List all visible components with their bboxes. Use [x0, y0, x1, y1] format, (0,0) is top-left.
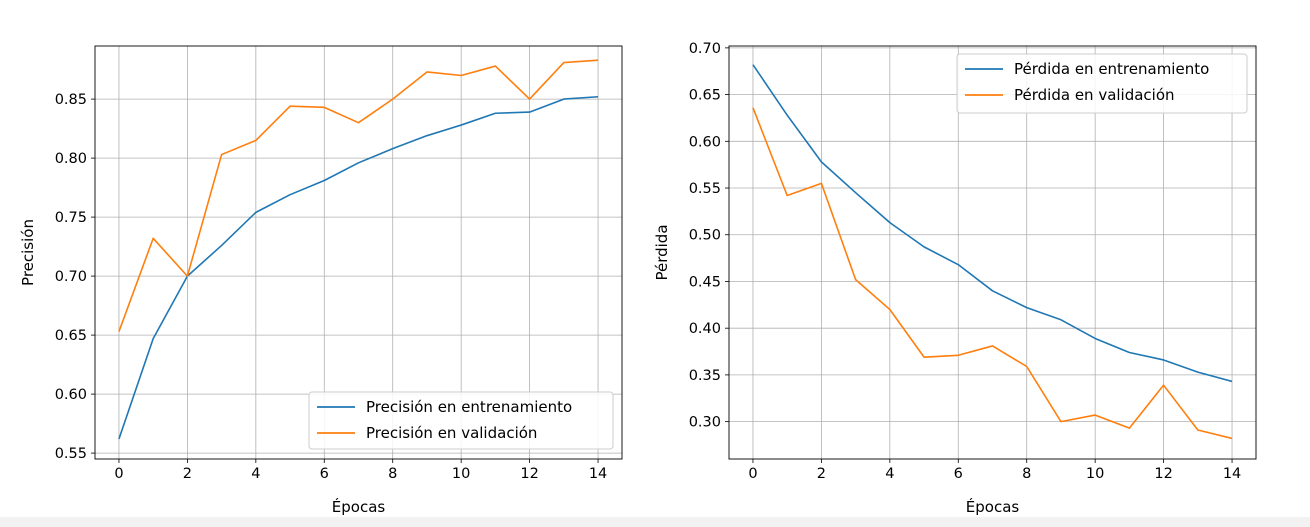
- x-tick-label: 6: [320, 466, 329, 482]
- y-axis-label: Pérdida: [653, 224, 671, 280]
- x-tick-label: 12: [1154, 466, 1172, 482]
- x-tick-label: 14: [589, 466, 607, 482]
- x-tick-label: 10: [1086, 466, 1104, 482]
- y-tick-label: 0.55: [689, 181, 721, 197]
- x-tick-label: 2: [183, 466, 192, 482]
- y-tick-label: 0.65: [55, 328, 87, 344]
- x-axis-label: Épocas: [332, 497, 386, 516]
- x-tick-label: 4: [251, 466, 260, 482]
- legend-label-2: Pérdida en validación: [1014, 86, 1175, 104]
- y-tick-label: 0.80: [55, 151, 87, 167]
- y-tick-label: 0.70: [55, 269, 87, 285]
- x-tick-label: 8: [1022, 466, 1031, 482]
- y-tick-label: 0.40: [689, 321, 721, 337]
- y-tick-label: 0.55: [55, 446, 87, 462]
- chart-2: 0 2 4 6 8 10 12 14 0.30 0.35 0.40 0.45 0.50 0.55 0.60 0…: [653, 41, 1257, 516]
- chart-1: 0 2 4 6 8 10 12 14 0.55 0.60 0.65 0.70 0.75 0.80 0.85 É…: [19, 45, 623, 516]
- x-tick-label: 8: [388, 466, 397, 482]
- x-tick-label: 4: [885, 466, 894, 482]
- y-tick-label: 0.50: [689, 228, 721, 244]
- y-axis-label: Precisión: [19, 219, 37, 286]
- plot-frame: [728, 45, 1257, 460]
- series-line-1: [752, 64, 1233, 383]
- y-tick-label: 0.70: [689, 41, 721, 57]
- series-line-2: [118, 59, 599, 332]
- bottom-strip: [0, 517, 1310, 527]
- y-tick-label: 0.85: [55, 92, 87, 108]
- y-tick-label: 0.75: [55, 210, 87, 226]
- x-tick-label: 14: [1223, 466, 1241, 482]
- legend-label-2: Precisión en validación: [366, 424, 537, 442]
- series-line-1: [118, 95, 599, 440]
- legend-label-1: Pérdida en entrenamiento: [1014, 60, 1209, 78]
- x-tick-label: 0: [114, 466, 123, 482]
- legend-box: [308, 391, 614, 450]
- y-tick-label: 0.35: [689, 368, 721, 384]
- legend: Precisión en entrenamiento Precisión en v…: [308, 391, 614, 450]
- legend-box: [956, 53, 1248, 114]
- y-tick-label: 0.60: [55, 387, 87, 403]
- series-line-2: [752, 107, 1233, 440]
- legend: Pérdida en entrenamiento Pérdida en valid…: [956, 53, 1248, 114]
- x-tick-label: 2: [817, 466, 826, 482]
- y-tick-label: 0.65: [689, 88, 721, 104]
- x-tick-label: 12: [520, 466, 538, 482]
- x-tick-label: 10: [452, 466, 470, 482]
- plot-frame: [94, 45, 623, 460]
- y-tick-label: 0.30: [689, 415, 721, 431]
- x-tick-label: 0: [748, 466, 757, 482]
- legend-label-1: Precisión en entrenamiento: [366, 398, 572, 416]
- x-axis-label: Épocas: [966, 497, 1020, 516]
- y-tick-label: 0.45: [689, 274, 721, 290]
- x-tick-label: 6: [954, 466, 963, 482]
- y-tick-label: 0.60: [689, 134, 721, 150]
